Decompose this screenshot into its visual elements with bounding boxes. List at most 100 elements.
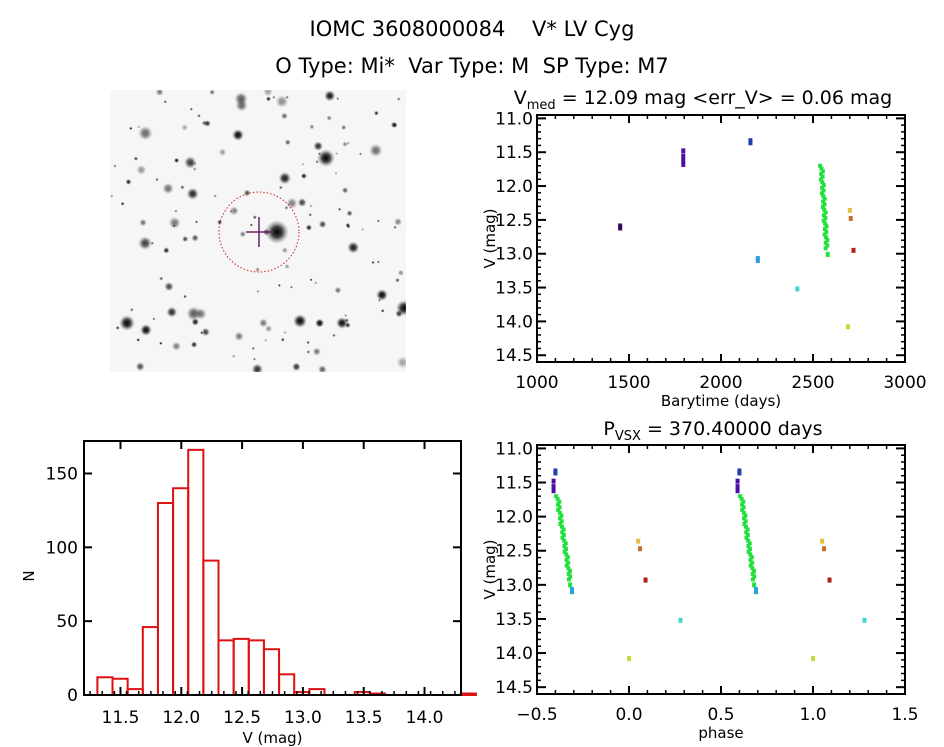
data-point bbox=[824, 224, 829, 229]
data-point bbox=[822, 202, 827, 207]
histogram-bar bbox=[217, 639, 235, 697]
y-tick-label: 13.5 bbox=[495, 279, 533, 299]
y-axis-label: V (mag) bbox=[481, 539, 499, 599]
data-point bbox=[627, 656, 631, 662]
star bbox=[286, 197, 298, 209]
x-tick-label: 3000 bbox=[883, 373, 926, 393]
data-point bbox=[735, 484, 740, 490]
data-point bbox=[822, 207, 827, 212]
y-tick-label: 11.5 bbox=[495, 143, 533, 163]
star bbox=[231, 354, 236, 359]
star bbox=[300, 173, 307, 179]
data-point bbox=[563, 541, 568, 546]
y-tick-label: 12.5 bbox=[495, 542, 533, 562]
light-curve-title: Vmed = 12.09 mag <err_V> = 0.06 mag bbox=[514, 87, 892, 113]
y-tick-label: 11.0 bbox=[495, 109, 533, 129]
star bbox=[278, 185, 283, 190]
data-point bbox=[561, 533, 566, 538]
star bbox=[342, 141, 348, 147]
data-point bbox=[735, 488, 740, 494]
data-point bbox=[821, 218, 826, 223]
x-tick-label: 2500 bbox=[791, 373, 834, 393]
x-tick-label: 0.0 bbox=[615, 705, 642, 725]
star bbox=[249, 223, 253, 227]
star bbox=[171, 341, 181, 351]
series-g10 bbox=[845, 324, 850, 330]
data-point bbox=[819, 166, 824, 171]
sky-background bbox=[110, 90, 406, 372]
star bbox=[233, 208, 237, 212]
data-point bbox=[741, 499, 746, 504]
data-point bbox=[678, 617, 683, 623]
data-point bbox=[755, 257, 760, 263]
data-point bbox=[748, 557, 753, 562]
data-point bbox=[823, 216, 828, 221]
star bbox=[110, 194, 114, 198]
star bbox=[376, 219, 380, 223]
star bbox=[129, 307, 134, 312]
histogram-bar bbox=[172, 487, 190, 697]
data-point bbox=[748, 140, 753, 146]
x-tick-label: 12.0 bbox=[162, 708, 200, 728]
data-point bbox=[559, 519, 564, 524]
y-axis-label: V (mag) bbox=[481, 208, 499, 268]
star bbox=[334, 286, 342, 294]
data-point bbox=[636, 538, 641, 544]
object-title: IOMC 3608000084 V* LV Cyg bbox=[309, 17, 635, 41]
data-point bbox=[568, 569, 573, 574]
star bbox=[395, 278, 400, 283]
star bbox=[180, 185, 185, 190]
data-point bbox=[823, 210, 828, 215]
data-point bbox=[819, 177, 823, 182]
data-point bbox=[553, 470, 558, 476]
data-point bbox=[740, 508, 745, 513]
bright-star bbox=[376, 289, 388, 301]
star bbox=[278, 171, 292, 185]
data-point bbox=[747, 541, 752, 546]
star bbox=[292, 362, 301, 372]
star bbox=[255, 267, 261, 273]
star bbox=[309, 278, 313, 282]
data-point bbox=[820, 169, 825, 174]
star bbox=[120, 201, 125, 206]
x-tick-label: −0.5 bbox=[516, 705, 557, 725]
y-tick-label: 13.5 bbox=[495, 610, 533, 630]
data-point bbox=[750, 560, 755, 565]
histogram-bar bbox=[278, 673, 296, 696]
data-point bbox=[564, 563, 569, 568]
star bbox=[195, 220, 198, 224]
data-point bbox=[747, 546, 752, 551]
histogram-plot: 11.5 12.0 12.5 13.0 13.5 14.0 0 50 100 150 V (mag)… bbox=[20, 440, 477, 747]
star bbox=[262, 90, 274, 97]
series-g2 bbox=[551, 478, 740, 494]
x-tick-label: 1.5 bbox=[891, 705, 918, 725]
star bbox=[374, 110, 379, 116]
x-tick-label: 13.0 bbox=[284, 708, 322, 728]
star bbox=[396, 356, 406, 369]
data-point bbox=[566, 566, 571, 571]
star bbox=[305, 224, 313, 231]
data-point bbox=[569, 589, 574, 595]
data-point bbox=[559, 513, 564, 518]
star bbox=[164, 281, 174, 292]
y-tick-label: 150 bbox=[46, 464, 78, 484]
data-point bbox=[820, 180, 825, 185]
star bbox=[359, 152, 362, 156]
finder-chart-image bbox=[110, 90, 406, 372]
star bbox=[256, 290, 260, 293]
data-point bbox=[746, 544, 751, 549]
star bbox=[341, 187, 349, 194]
star bbox=[138, 236, 153, 251]
data-point bbox=[555, 496, 560, 501]
star bbox=[155, 90, 164, 97]
data-point bbox=[748, 563, 753, 568]
star bbox=[280, 337, 285, 342]
star bbox=[390, 121, 398, 128]
x-axis-label: Barytime (days) bbox=[661, 392, 781, 410]
series-green_run bbox=[818, 163, 830, 257]
data-point bbox=[745, 527, 750, 532]
star bbox=[190, 341, 198, 348]
data-point bbox=[744, 535, 749, 540]
data-point bbox=[821, 188, 826, 193]
star bbox=[213, 194, 217, 198]
